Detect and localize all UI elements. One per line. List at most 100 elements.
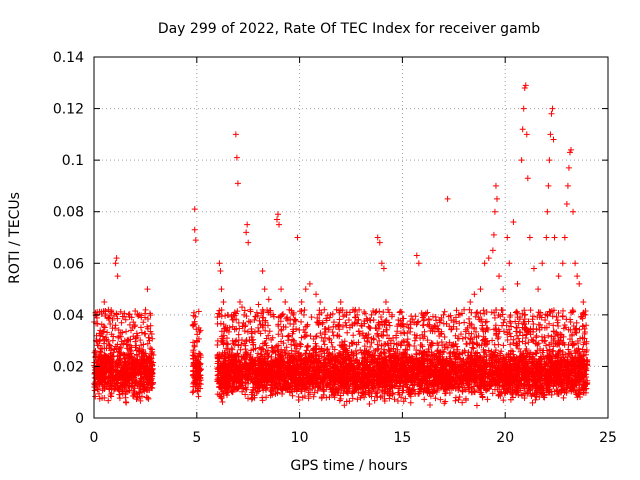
data-point: [96, 368, 103, 375]
data-point: [105, 314, 112, 321]
data-point: [557, 347, 564, 354]
data-point: [191, 342, 198, 349]
data-point: [314, 387, 321, 394]
data-point: [195, 393, 202, 400]
data-point: [192, 359, 199, 366]
data-point: [526, 349, 533, 356]
data-point: [147, 375, 154, 382]
data-point: [145, 334, 152, 341]
data-point: [471, 388, 478, 395]
data-point: [529, 399, 536, 406]
data-point: [484, 396, 491, 403]
data-point: [137, 337, 144, 344]
data-point: [134, 394, 141, 401]
data-point: [130, 388, 137, 395]
data-point: [102, 307, 109, 314]
data-point: [343, 389, 350, 396]
data-point: [101, 324, 108, 331]
data-point: [327, 386, 334, 393]
data-point: [433, 388, 440, 395]
data-point: [189, 389, 196, 396]
data-point: [141, 330, 148, 337]
data-point: [197, 372, 204, 379]
data-point: [140, 319, 147, 326]
data-point: [146, 369, 153, 376]
data-point: [551, 380, 558, 387]
data-point: [108, 390, 115, 397]
data-point: [386, 354, 393, 361]
data-point: [114, 341, 121, 348]
data-point: [142, 306, 149, 313]
data-points: [91, 82, 591, 409]
data-point: [193, 364, 200, 371]
data-point: [124, 345, 131, 352]
data-point: [432, 395, 439, 402]
data-point: [411, 343, 418, 350]
data-point: [130, 319, 137, 326]
data-point: [122, 355, 129, 362]
data-point: [136, 389, 143, 396]
data-point: [136, 383, 143, 390]
data-point: [421, 396, 428, 403]
data-point: [356, 365, 363, 372]
data-point: [126, 382, 133, 389]
data-point: [109, 368, 116, 375]
data-point: [92, 348, 99, 355]
data-point: [407, 399, 414, 406]
data-point: [469, 344, 476, 351]
data-point: [254, 350, 261, 357]
data-point: [128, 354, 135, 361]
data-point: [95, 390, 102, 397]
data-point: [99, 387, 106, 394]
data-point: [110, 312, 117, 319]
data-point: [543, 347, 550, 354]
data-point: [112, 325, 119, 332]
data-point: [101, 361, 108, 368]
data-point: [431, 388, 438, 395]
data-point: [137, 397, 144, 404]
data-point: [144, 394, 151, 401]
data-point: [368, 393, 375, 400]
data-point: [122, 316, 129, 323]
data-point: [97, 378, 104, 385]
data-point: [125, 377, 132, 384]
data-point: [117, 344, 124, 351]
data-point: [103, 336, 110, 343]
data-point: [259, 397, 266, 404]
data-point: [116, 388, 123, 395]
data-point: [394, 397, 401, 404]
data-point: [321, 350, 328, 357]
data-point: [122, 394, 129, 401]
data-point: [237, 346, 244, 353]
data-point: [194, 368, 201, 375]
data-point: [122, 382, 129, 389]
data-point: [94, 314, 101, 321]
data-point: [141, 352, 148, 359]
data-point: [292, 348, 299, 355]
data-point: [133, 334, 140, 341]
data-point: [459, 399, 466, 406]
data-point: [94, 342, 101, 349]
data-point: [391, 396, 398, 403]
data-point: [548, 391, 555, 398]
data-point: [268, 388, 275, 395]
data-point: [189, 322, 196, 329]
data-point: [130, 374, 137, 381]
data-point: [100, 355, 107, 362]
data-point: [540, 365, 547, 372]
data-point: [366, 400, 373, 407]
data-point: [349, 395, 356, 402]
data-point: [142, 385, 149, 392]
data-point: [108, 374, 115, 381]
data-point: [116, 395, 123, 402]
data-point: [450, 385, 457, 392]
data-point: [545, 389, 552, 396]
data-point: [549, 354, 556, 361]
data-point: [119, 313, 126, 320]
data-point: [118, 350, 125, 357]
data-point: [113, 311, 120, 318]
data-point: [132, 308, 139, 315]
data-point: [473, 402, 480, 409]
data-point: [98, 321, 105, 328]
